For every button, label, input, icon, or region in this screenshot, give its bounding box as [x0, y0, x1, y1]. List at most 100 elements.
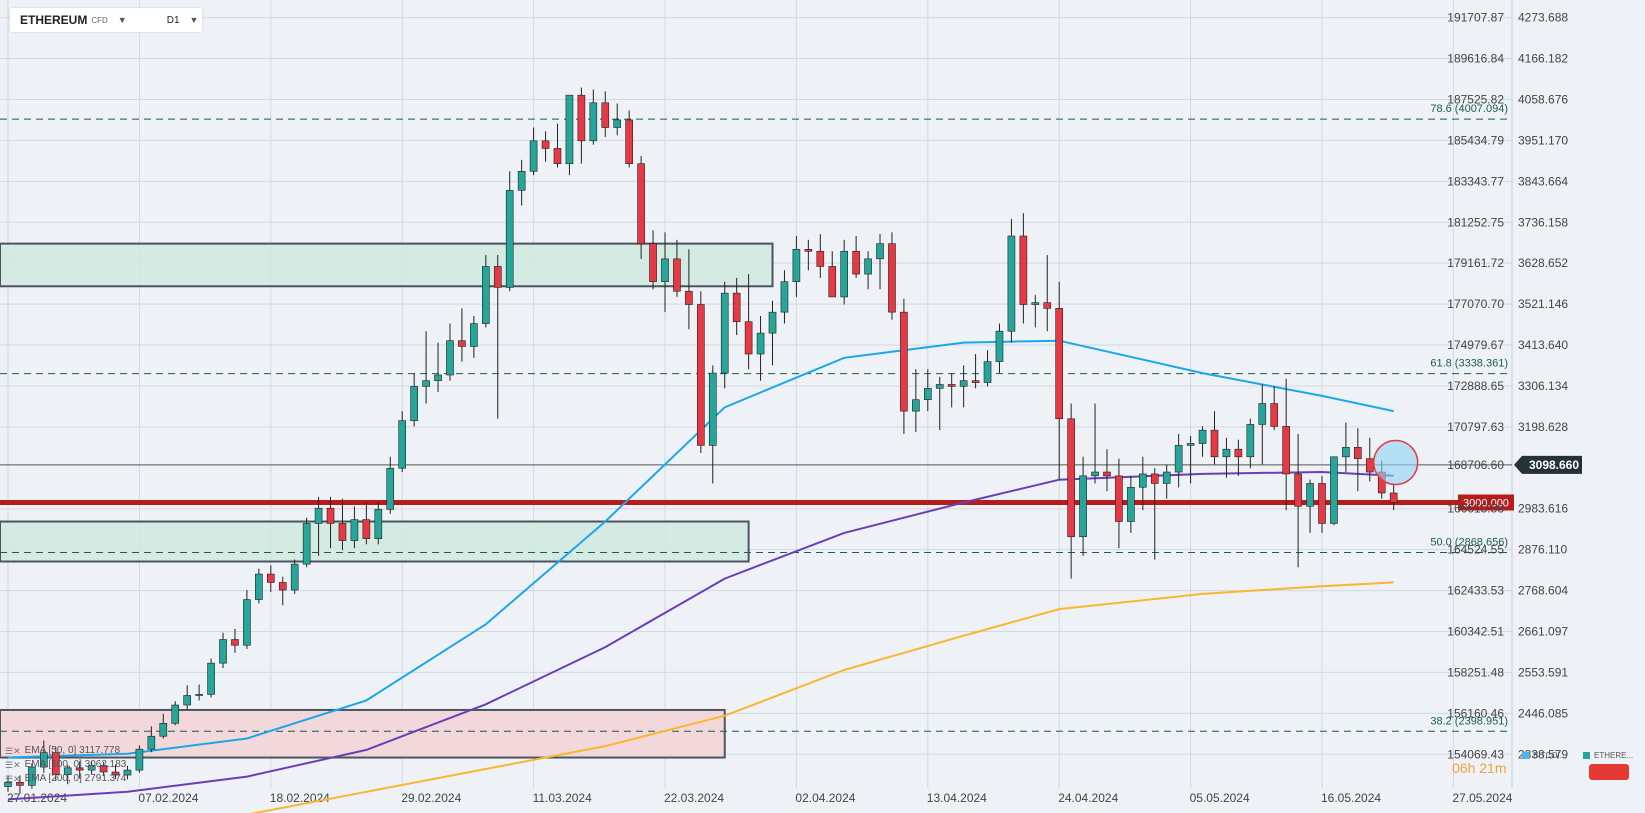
candle-body [1330, 456, 1338, 524]
indicator-row[interactable]: ☰✕ EMA [200, 0] 2791.374 [5, 772, 126, 786]
red-action-button[interactable] [1589, 764, 1629, 780]
fib-61.8-label: 61.8 (3338.361) [1430, 358, 1508, 370]
candle-body [720, 292, 729, 374]
candle-body [912, 399, 920, 412]
candle-body [804, 249, 813, 252]
indicator-row[interactable]: ☰✕ EMA [100, 0] 3062.183 [5, 758, 126, 772]
candle-body [923, 387, 932, 401]
candle [386, 456, 395, 514]
candle [1222, 437, 1231, 478]
candle-body [577, 94, 586, 142]
candle-body [768, 311, 777, 334]
candle [374, 502, 383, 545]
secondary-price-label: 181252.75 [1447, 215, 1504, 229]
symbol-selector[interactable]: ETHEREUM CFD ▼ D1 ▼ [10, 8, 202, 32]
legend-ethereum[interactable]: ETHERE... [1583, 751, 1633, 760]
settings-close-icon[interactable]: ☰✕ [5, 774, 21, 784]
secondary-price-label: 183343.77 [1447, 174, 1504, 188]
candle-timer: 06h 21m [1452, 760, 1506, 776]
secondary-price-label: 189616.84 [1447, 52, 1504, 66]
candle [744, 274, 753, 370]
candle-body [374, 509, 383, 539]
candle-body [529, 140, 538, 172]
candle-body [171, 704, 180, 724]
candle-body [362, 519, 371, 539]
candle [135, 745, 144, 773]
candle [720, 281, 729, 389]
secondary-price-label: 170797.63 [1447, 420, 1504, 434]
candle [171, 701, 180, 726]
candle-body [1222, 448, 1231, 458]
candle-body [231, 639, 239, 646]
secondary-price-label: 187525.82 [1447, 92, 1504, 106]
candle [243, 590, 251, 650]
candle [983, 350, 992, 387]
candle [195, 684, 203, 701]
candle [16, 775, 24, 794]
candle [577, 87, 586, 164]
secondary-price-label: 172888.65 [1447, 379, 1504, 393]
settings-close-icon[interactable]: ☰✕ [5, 746, 21, 756]
candle [219, 632, 227, 669]
candle-body [589, 102, 598, 142]
candle-body [1127, 486, 1135, 522]
x-tick-label: 05.05.2024 [1190, 791, 1250, 805]
indicator-row[interactable]: ☰✕ EMA [50, 0] 3117.778 [5, 744, 126, 758]
indicator-label: EMA [200, 0] 2791.374 [24, 773, 127, 784]
candle-body [1354, 446, 1362, 460]
candle [1067, 403, 1075, 579]
settings-close-icon[interactable]: ☰✕ [5, 760, 21, 770]
x-tick-label: 29.02.2024 [401, 791, 461, 805]
candle [28, 763, 36, 789]
candle-body [482, 266, 490, 324]
support-level-label: 3000.000 [1463, 497, 1509, 509]
candle [1079, 456, 1087, 556]
candle-body [697, 304, 705, 446]
candle [1043, 255, 1052, 332]
candle-body [302, 523, 311, 565]
candle-body [864, 258, 872, 275]
highlight-circle [1372, 439, 1419, 486]
candle [183, 685, 191, 710]
candle-body [1007, 235, 1016, 332]
candle [493, 255, 502, 419]
candle-body [434, 374, 442, 381]
price-tick-label: 2446.085 [1518, 706, 1568, 720]
candle-body [111, 771, 120, 776]
candle-body [422, 380, 430, 387]
candle [63, 765, 72, 785]
candle [541, 131, 550, 162]
candle [278, 576, 287, 606]
candle-body [63, 767, 72, 775]
chevron-down-icon[interactable]: ▼ [117, 15, 127, 25]
price-tick-label: 3198.628 [1518, 420, 1568, 434]
candle-body [446, 340, 454, 376]
candle-body [708, 372, 717, 446]
candle-body [1139, 473, 1147, 488]
legend-bitcoin[interactable]: BITCOI... [1522, 751, 1566, 760]
chevron-down-icon[interactable]: ▼ [189, 15, 199, 25]
price-tick-label: 3306.134 [1518, 379, 1568, 393]
candle-body [876, 243, 884, 260]
candle [51, 746, 60, 781]
timeframe-label[interactable]: D1 [166, 14, 180, 26]
support-level-tag [1458, 494, 1514, 511]
candle-body [1091, 471, 1099, 477]
price-tick-label: 3843.664 [1518, 174, 1568, 188]
candle-body [780, 281, 789, 313]
secondary-price-label: 177070.70 [1447, 297, 1504, 311]
candle [995, 323, 1004, 374]
secondary-price-label: 156160.46 [1447, 706, 1504, 720]
ema-100-line [7, 470, 1394, 801]
candle-body [792, 249, 801, 283]
candle [685, 249, 693, 330]
candle [255, 568, 263, 604]
candle [1103, 449, 1111, 492]
candle [935, 376, 944, 431]
candle-body [278, 582, 287, 591]
candle [1055, 281, 1064, 480]
candle-body [410, 386, 418, 421]
candle [840, 239, 848, 305]
candle-body [1294, 473, 1302, 507]
